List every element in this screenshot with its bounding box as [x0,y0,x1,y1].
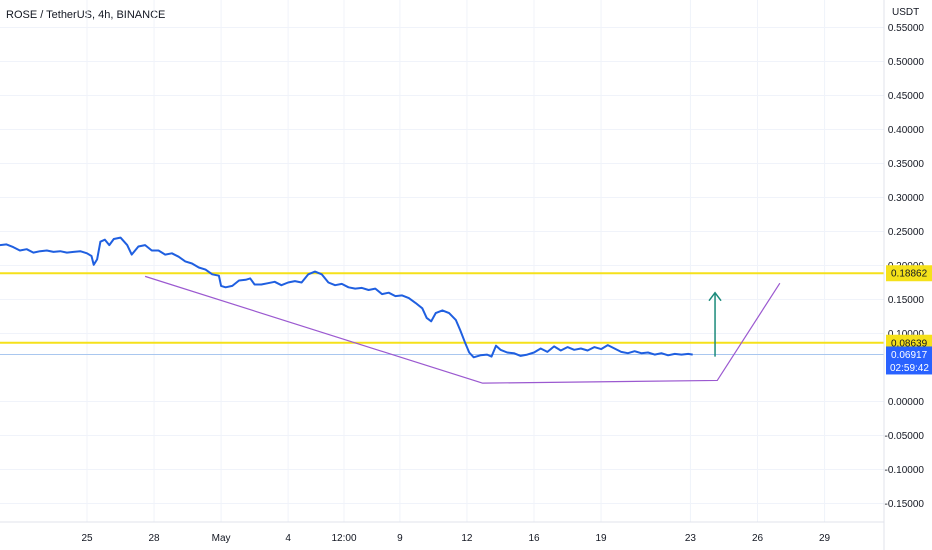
y-tick-label: -0.10000 [885,465,925,476]
y-tick-label: 0.30000 [888,193,925,204]
y-tick-label: 0.35000 [888,159,925,170]
bar-countdown-label: 02:59:42 [890,363,929,374]
x-tick-label: 12 [461,533,473,544]
y-tick-label: 0.10000 [888,329,925,340]
y-tick-label: 0.55000 [888,23,925,34]
current-price-tag [886,346,932,375]
x-tick-label: 28 [148,533,160,544]
y-tick-label: 0.50000 [888,57,925,68]
x-tick-label: 9 [397,533,403,544]
y-tick-label: -0.15000 [885,499,925,510]
x-tick-label: 26 [752,533,764,544]
y-axis-unit: USDT [892,7,919,18]
x-tick-label: 19 [595,533,607,544]
chart-title: ROSE / TetherUS, 4h, BINANCE [6,9,166,21]
x-tick-label: 29 [819,533,831,544]
horizontal-levels[interactable] [0,272,884,355]
y-tick-label: -0.05000 [885,431,925,442]
y-tick-label: 0.00000 [888,397,925,408]
x-tick-label: 23 [685,533,697,544]
x-tick-label: 25 [81,533,93,544]
x-tick-label: 4 [285,533,291,544]
current-price-label: 0.06917 [891,350,928,361]
series [0,236,693,359]
level-tag-label: 0.18862 [891,269,928,280]
drawings[interactable] [144,275,781,384]
y-tick-label: 0.25000 [888,227,925,238]
x-tick-label: 16 [528,533,540,544]
level-tag-label: 0.08639 [891,338,928,349]
pattern-line[interactable] [144,275,781,384]
level-tag [886,265,932,282]
y-tick-label: 0.45000 [888,91,925,102]
arrow-head [708,291,722,302]
x-tick-label: 12:00 [332,533,357,544]
x-tick-label: May [212,533,231,544]
y-tick-label: 0.15000 [888,295,925,306]
grid [0,0,884,522]
y-tick-label: 0.40000 [888,125,925,136]
price-series-line [0,236,693,359]
